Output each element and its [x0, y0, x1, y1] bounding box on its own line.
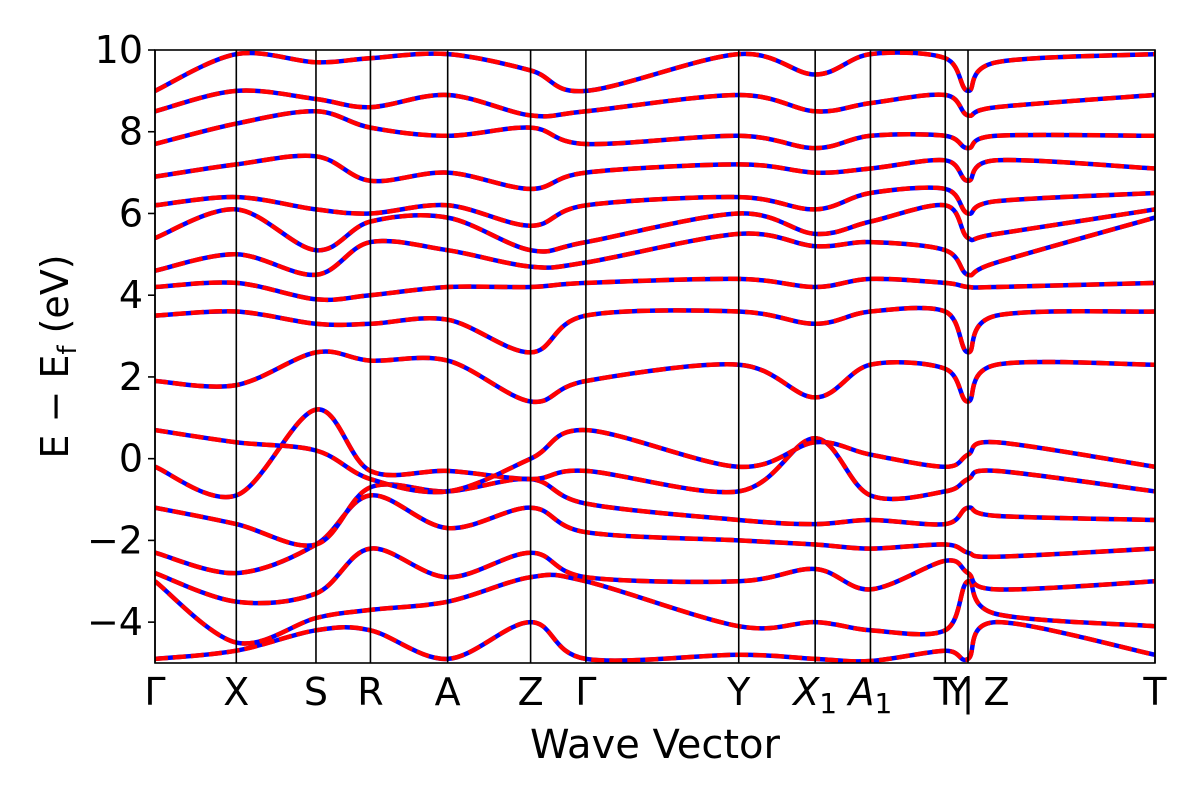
x-axis-label: Wave Vector [530, 722, 781, 768]
y-tick-label: 4 [119, 273, 143, 317]
band-line-red [155, 476, 1155, 548]
x-tick-label: Y [726, 670, 751, 714]
x-tick-label: Γ [144, 670, 165, 714]
x-tick-label: R [357, 670, 383, 714]
y-tick-label: 8 [119, 110, 143, 154]
x-tick-label: | [962, 670, 975, 715]
x-tick-label: A1 [846, 670, 893, 720]
y-tick-label: −2 [87, 518, 143, 562]
band-line-red [155, 50, 1155, 94]
x-tick-label: Z [983, 670, 1009, 714]
band-line-red [155, 305, 1155, 355]
x-tick-label: Z [518, 670, 544, 714]
y-tick-label: 6 [119, 191, 143, 235]
plot-frame [154, 49, 1156, 664]
y-tick-label: 0 [119, 437, 143, 481]
x-tick-label: X1 [791, 670, 837, 720]
y-axis-label: E − Ef (eV) [33, 254, 83, 458]
plot-background [155, 50, 1155, 663]
x-tick-label: T [1142, 670, 1167, 714]
x-tick-label: T [933, 670, 958, 714]
plot-area [155, 50, 1155, 663]
y-tick-label: 2 [119, 355, 143, 399]
x-tick-label: S [304, 670, 328, 714]
y-tick-label: 10 [95, 28, 143, 72]
y-tick-label: −4 [87, 600, 143, 644]
x-tick-label: X [223, 670, 249, 714]
x-tick-label: A [435, 670, 461, 714]
x-tick-label: Y [945, 670, 970, 714]
x-tick-label: Γ [575, 670, 596, 714]
